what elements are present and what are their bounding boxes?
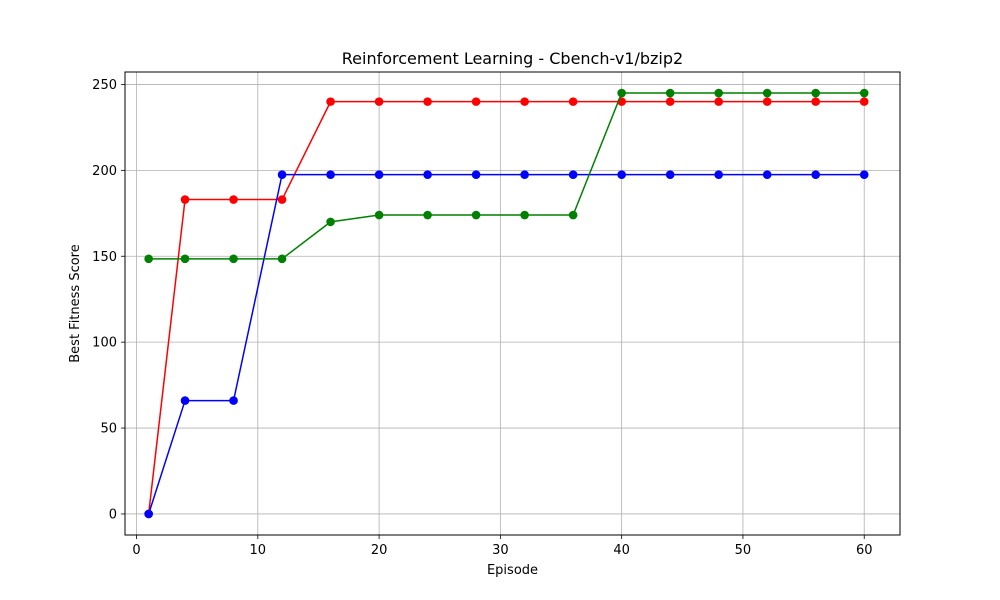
data-point	[180, 254, 190, 264]
data-point	[568, 210, 578, 220]
data-point	[714, 88, 723, 98]
series-2	[144, 88, 869, 264]
y-tick-label: 150	[92, 250, 117, 265]
series-1	[144, 170, 869, 519]
series-line	[147, 100, 865, 515]
data-point	[714, 97, 723, 106]
data-point	[617, 170, 626, 179]
chart-title: Reinforcement Learning - Cbench-v1/bzip2	[342, 49, 683, 68]
plot-frame	[124, 71, 901, 536]
data-point	[277, 254, 287, 264]
x-tick-label: 50	[735, 543, 752, 558]
data-point	[326, 170, 335, 179]
data-point	[374, 170, 384, 179]
series-layer	[144, 88, 869, 519]
y-tick-label: 200	[92, 164, 117, 179]
data-point	[859, 170, 869, 179]
data-point	[762, 170, 772, 179]
data-point	[811, 170, 821, 179]
x-tick-label: 60	[856, 543, 873, 558]
data-point	[520, 170, 529, 179]
data-point	[568, 97, 578, 106]
data-point	[811, 97, 821, 106]
data-point	[374, 97, 384, 106]
data-point	[277, 195, 287, 204]
grid	[125, 72, 900, 535]
data-point	[714, 170, 723, 179]
y-tick-label: 250	[92, 78, 117, 93]
y-tick-label: 100	[92, 336, 117, 351]
data-point	[665, 88, 675, 98]
x-axis-label: Episode	[487, 563, 538, 578]
data-point	[423, 210, 432, 220]
data-point	[520, 210, 529, 220]
data-point	[180, 396, 190, 405]
series-line	[148, 92, 865, 260]
x-tick-label: 30	[492, 543, 509, 558]
y-axis-label: Best Fitness Score	[68, 244, 83, 363]
data-point	[326, 97, 335, 106]
data-point	[617, 88, 626, 98]
data-point	[859, 97, 869, 106]
data-point	[762, 88, 772, 98]
y-tick-label: 50	[100, 422, 117, 437]
data-point	[423, 97, 432, 106]
data-point	[144, 254, 153, 264]
x-tick-label: 40	[613, 543, 630, 558]
series-line	[147, 173, 865, 515]
x-tick-label: 20	[371, 543, 388, 558]
data-point	[520, 97, 529, 106]
data-point	[665, 97, 675, 106]
data-point	[568, 170, 578, 179]
data-point	[144, 509, 153, 519]
data-point	[229, 254, 238, 264]
data-point	[229, 195, 238, 204]
data-point	[665, 170, 675, 179]
x-tick-label: 10	[250, 543, 267, 558]
data-point	[471, 210, 481, 220]
ticks: 0 10 20 30 40 50 60 0 50 100 150 200 250	[92, 78, 872, 558]
data-point	[811, 88, 821, 98]
data-point	[423, 170, 432, 179]
data-point	[326, 217, 335, 227]
x-tick-label: 0	[132, 543, 140, 558]
y-tick-label: 0	[109, 507, 117, 522]
data-point	[229, 396, 238, 405]
data-point	[471, 97, 481, 106]
data-point	[374, 210, 384, 220]
data-point	[180, 195, 190, 204]
data-point	[277, 170, 287, 179]
data-point	[859, 88, 869, 98]
data-point	[762, 97, 772, 106]
data-point	[471, 170, 481, 179]
